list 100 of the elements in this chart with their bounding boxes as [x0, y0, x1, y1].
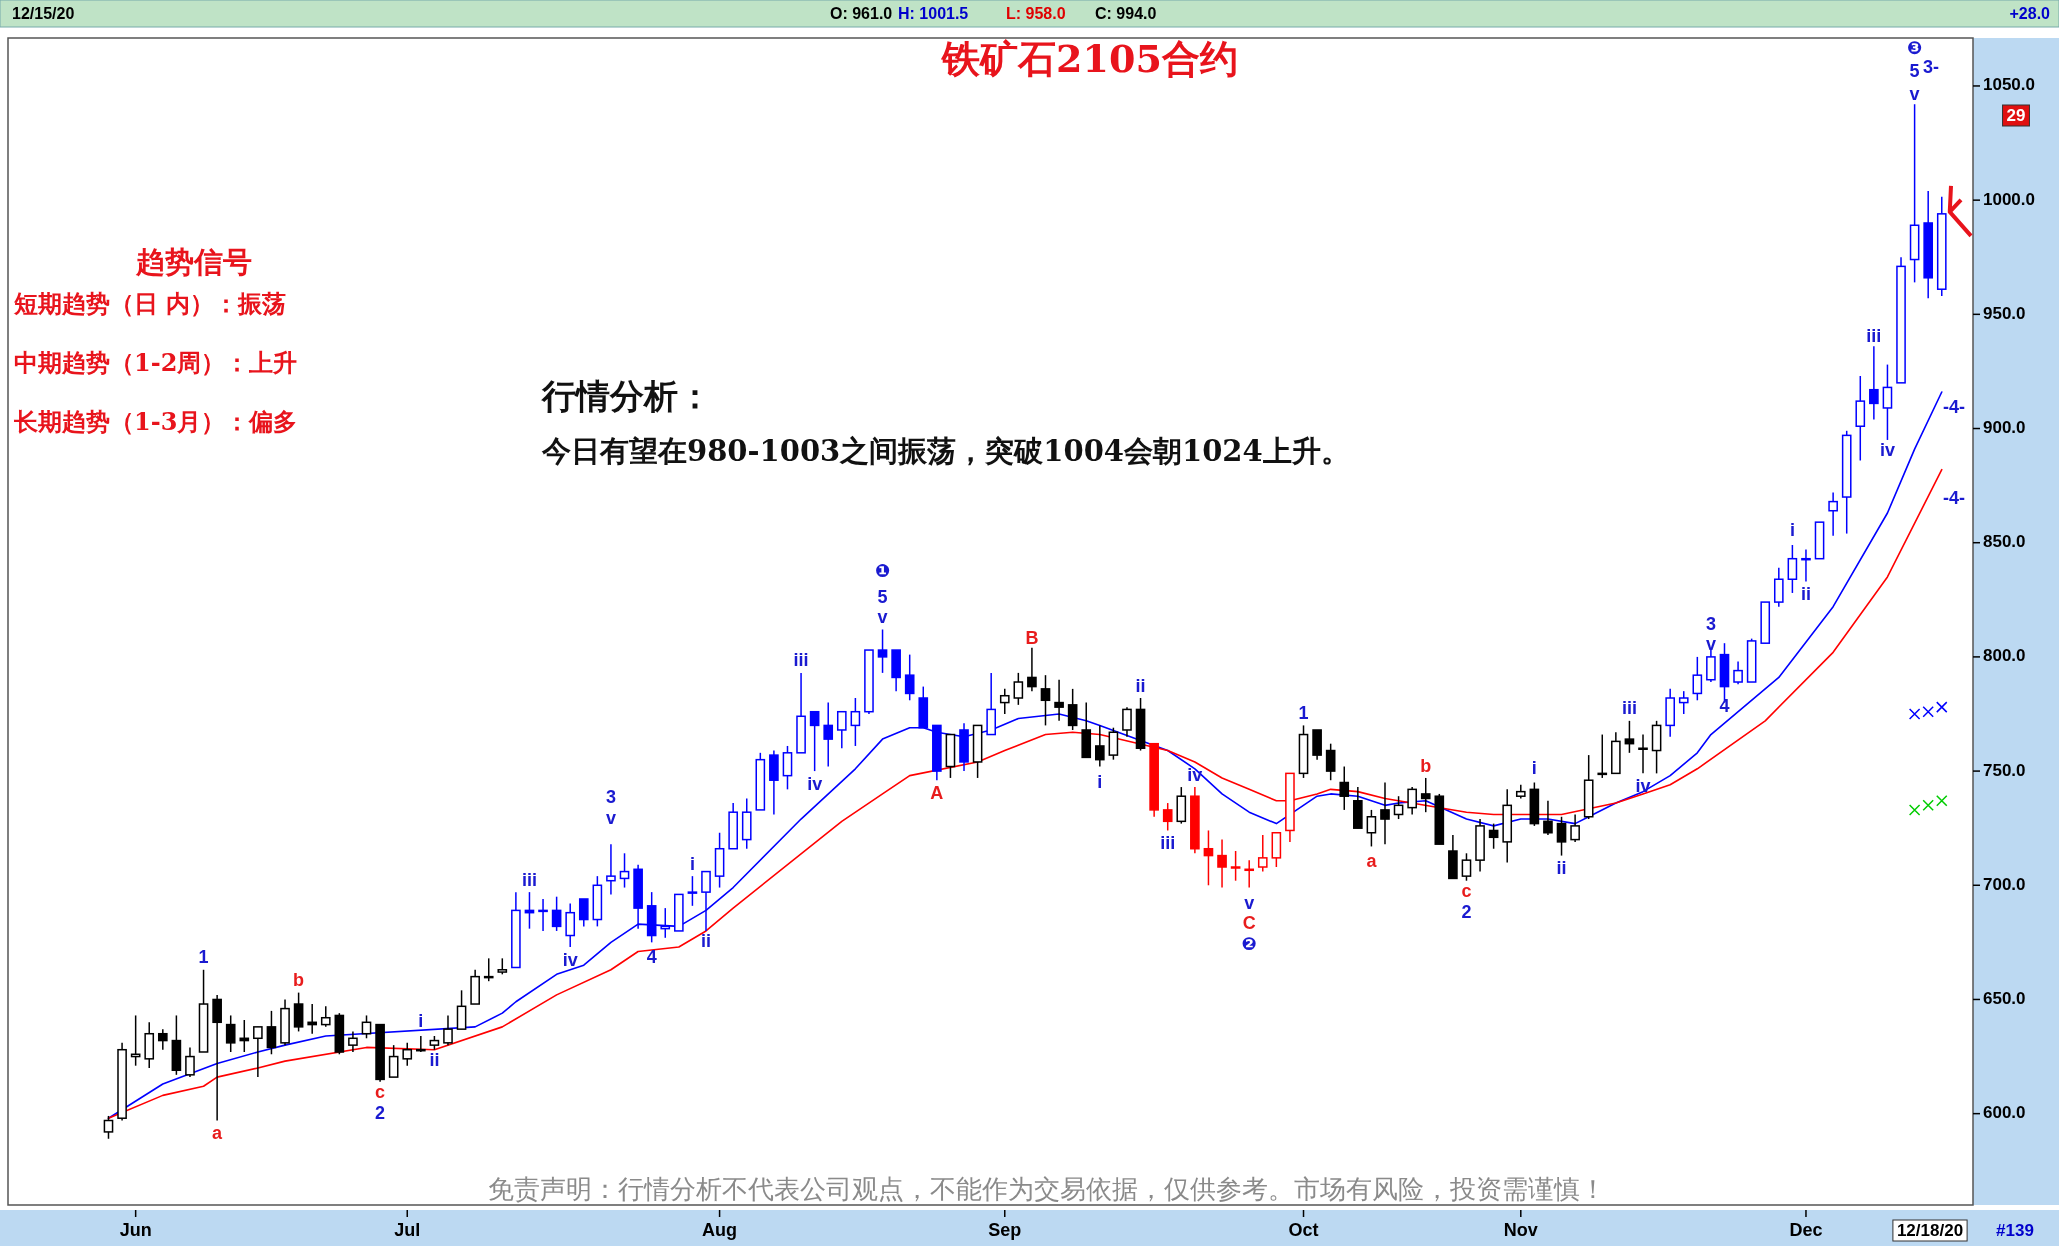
candlestick [1733, 660, 1743, 686]
annotation: ii [429, 1049, 440, 1070]
annotation: A [930, 782, 944, 803]
candlestick [212, 994, 222, 1122]
candlestick [266, 1010, 277, 1056]
annotation: iii [521, 869, 537, 890]
candlestick [225, 1014, 236, 1053]
x-tick-label: Jul [394, 1220, 421, 1240]
y-tick-label: 900.0 [1983, 418, 2026, 438]
candlestick [1393, 795, 1404, 820]
candlestick [701, 870, 711, 932]
candlestick [1108, 726, 1119, 761]
annotation: 今日有望在980-1003之间振荡，突破1004会朝1024上升。 [541, 434, 1350, 468]
candlestick [687, 875, 698, 907]
annotation: 2 [375, 1102, 386, 1123]
annotation: 3- [1922, 56, 1939, 77]
annotation: iv [807, 773, 823, 794]
text: H: 1001.5 [898, 5, 969, 22]
text: #139 [1996, 1221, 2034, 1240]
annotation: iii [1621, 697, 1637, 718]
candlestick [782, 745, 793, 791]
annotation: C [1242, 912, 1256, 933]
candlestick [348, 1030, 358, 1053]
candlestick [1407, 786, 1417, 816]
annotation: iv [1635, 775, 1651, 796]
annotation: 4 [1719, 695, 1730, 716]
x-tick-label: Oct [1288, 1220, 1319, 1240]
annotation: a [212, 1122, 224, 1143]
text: 12/15/20 [12, 5, 75, 22]
text: +28.0 [2009, 5, 2051, 22]
annotation: ❸ [1906, 37, 1923, 58]
annotation: 短期趋势（日 内）：振荡 [13, 289, 287, 318]
annotation: iii [793, 649, 809, 670]
candlestick [416, 1035, 426, 1053]
annotation: 行情分析： [541, 376, 712, 416]
annotation: ii [1135, 675, 1146, 696]
candlestick [1339, 765, 1350, 811]
annotation: iv [562, 949, 578, 970]
candlestick [1162, 802, 1173, 832]
annotation: v [1705, 633, 1716, 654]
annotation: v [605, 807, 616, 828]
annotation: i [1097, 771, 1103, 792]
annotation: ii [700, 930, 712, 951]
candlestick [157, 1028, 168, 1051]
annotation: b [293, 969, 305, 990]
candlestick [1027, 647, 1037, 692]
candlestick [456, 989, 467, 1030]
annotation: ii [1556, 857, 1567, 878]
annotation: i [1789, 519, 1795, 540]
candlestick [1380, 781, 1390, 845]
candlestick [850, 697, 861, 747]
candlestick [483, 957, 494, 982]
annotation: ❷ [1241, 933, 1257, 954]
candlestick [103, 1115, 114, 1140]
chart-title: 铁矿石2105合约 [940, 36, 1238, 81]
candlestick [1570, 813, 1580, 843]
annotation: v [877, 606, 888, 627]
candlestick [551, 895, 562, 932]
annotation: 中期趋势（1-2周）：上升 [14, 348, 298, 377]
candlestick [185, 1046, 195, 1078]
candlestick [836, 710, 847, 749]
annotation: 2 [1461, 901, 1472, 922]
candlestick [402, 1042, 413, 1067]
candlestick [1787, 544, 1798, 594]
candlestick [823, 701, 834, 768]
candlestick [809, 710, 820, 772]
annotation: 3 [605, 786, 616, 807]
candlestick [877, 628, 888, 674]
candlestick [443, 1014, 453, 1046]
annotation: iii [1160, 832, 1176, 853]
candlestick [388, 1044, 399, 1078]
candlestick [320, 1005, 331, 1028]
annotation: -4- [1942, 487, 1965, 508]
annotation: ❶ [874, 560, 891, 581]
candlestick [1678, 690, 1689, 715]
candlestick [1801, 548, 1811, 583]
text: O: 961.0 [830, 5, 893, 22]
y-tick-label: 750.0 [1983, 760, 2026, 780]
text: L: 958.0 [1006, 5, 1066, 22]
annotation: i [418, 1010, 424, 1031]
candlestick [1013, 672, 1024, 706]
annotation: 1 [198, 946, 209, 967]
candlestick [999, 688, 1010, 715]
y-tick-label: 700.0 [1983, 874, 2026, 894]
candlestick [1230, 850, 1241, 882]
candlestick [1054, 678, 1064, 722]
annotation: b [1420, 755, 1432, 776]
x-tick-label: Jun [119, 1220, 152, 1240]
annotation: 趋势信号 [135, 245, 252, 279]
candlestick [578, 898, 589, 928]
annotation: a [1366, 850, 1378, 871]
annotation: c [375, 1081, 386, 1102]
annotation: v [1909, 83, 1920, 104]
candlestick [1244, 859, 1255, 889]
candlestick [1869, 345, 1879, 421]
y-tick-label: 1000.0 [1983, 189, 2035, 209]
candlestick [1556, 816, 1567, 857]
text: C: 994.0 [1095, 5, 1157, 22]
candlestick [904, 653, 915, 702]
annotation: B [1025, 627, 1039, 648]
